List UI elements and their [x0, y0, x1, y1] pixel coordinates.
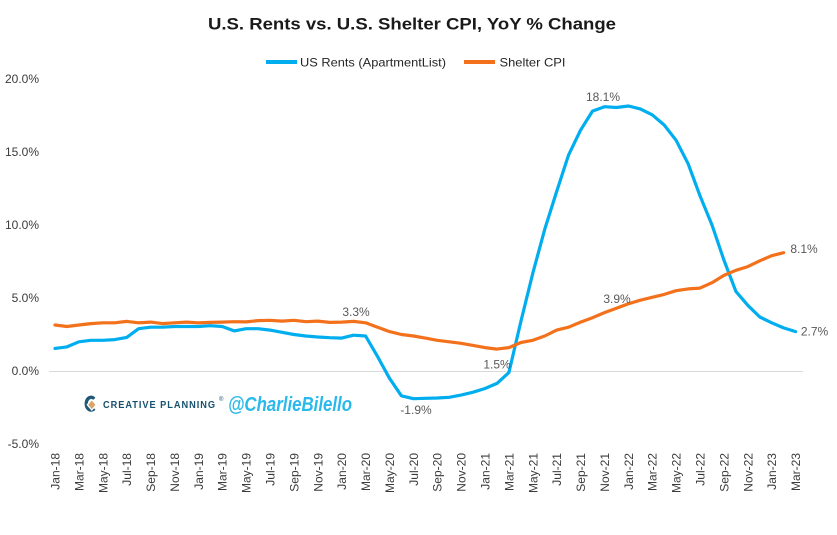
- svg-text:May-21: May-21: [526, 453, 540, 493]
- svg-text:May-22: May-22: [670, 453, 684, 493]
- svg-text:US Rents (ApartmentList): US Rents (ApartmentList): [300, 56, 446, 70]
- svg-text:Jan-19: Jan-19: [192, 453, 206, 490]
- svg-text:May-18: May-18: [96, 453, 110, 493]
- svg-text:May-20: May-20: [383, 453, 397, 493]
- svg-text:Nov-18: Nov-18: [168, 453, 182, 492]
- svg-text:Sep-18: Sep-18: [144, 453, 158, 492]
- svg-text:3.3%: 3.3%: [342, 305, 370, 319]
- svg-text:Jul-21: Jul-21: [550, 453, 564, 486]
- svg-text:Jan-18: Jan-18: [49, 453, 63, 490]
- svg-text:Nov-22: Nov-22: [741, 453, 755, 492]
- svg-text:18.1%: 18.1%: [586, 90, 620, 104]
- svg-text:2.7%: 2.7%: [801, 325, 829, 339]
- svg-text:3.9%: 3.9%: [603, 292, 631, 306]
- svg-text:Mar-20: Mar-20: [359, 453, 373, 491]
- svg-text:Jul-20: Jul-20: [407, 453, 421, 486]
- svg-text:Mar-22: Mar-22: [646, 453, 660, 491]
- svg-text:Jan-21: Jan-21: [479, 453, 493, 490]
- svg-text:Mar-19: Mar-19: [216, 453, 230, 491]
- svg-text:Nov-21: Nov-21: [598, 453, 612, 492]
- svg-text:15.0%: 15.0%: [5, 145, 39, 159]
- svg-text:Jan-23: Jan-23: [765, 453, 779, 490]
- svg-text:Mar-23: Mar-23: [789, 453, 803, 491]
- svg-text:Mar-21: Mar-21: [502, 453, 516, 491]
- svg-text:5.0%: 5.0%: [12, 291, 40, 305]
- svg-text:CREATIVE PLANNING: CREATIVE PLANNING: [103, 399, 216, 411]
- svg-text:Jan-22: Jan-22: [622, 453, 636, 490]
- svg-text:Jul-18: Jul-18: [120, 453, 134, 486]
- svg-text:Shelter CPI: Shelter CPI: [500, 56, 566, 70]
- svg-text:@CharlieBilello: @CharlieBilello: [228, 394, 352, 416]
- svg-text:Jan-20: Jan-20: [335, 453, 349, 490]
- svg-text:0.0%: 0.0%: [12, 364, 40, 378]
- svg-text:Nov-20: Nov-20: [455, 453, 469, 492]
- svg-text:Sep-21: Sep-21: [574, 453, 588, 492]
- svg-text:Sep-20: Sep-20: [431, 453, 445, 492]
- svg-text:20.0%: 20.0%: [5, 72, 39, 86]
- svg-text:1.5%: 1.5%: [483, 358, 511, 372]
- svg-text:Mar-18: Mar-18: [72, 453, 86, 491]
- svg-text:-1.9%: -1.9%: [400, 403, 432, 417]
- svg-text:Jul-22: Jul-22: [694, 453, 708, 486]
- svg-text:Sep-22: Sep-22: [717, 453, 731, 492]
- svg-text:®: ®: [219, 396, 224, 403]
- svg-text:10.0%: 10.0%: [5, 218, 39, 232]
- svg-text:U.S. Rents vs. U.S. Shelter CP: U.S. Rents vs. U.S. Shelter CPI, YoY % C…: [208, 15, 616, 34]
- svg-text:-5.0%: -5.0%: [8, 437, 40, 451]
- svg-text:May-19: May-19: [240, 453, 254, 493]
- svg-text:8.1%: 8.1%: [790, 242, 818, 256]
- svg-text:Nov-19: Nov-19: [311, 453, 325, 492]
- svg-text:Jul-19: Jul-19: [264, 453, 278, 486]
- svg-text:Sep-19: Sep-19: [287, 453, 301, 492]
